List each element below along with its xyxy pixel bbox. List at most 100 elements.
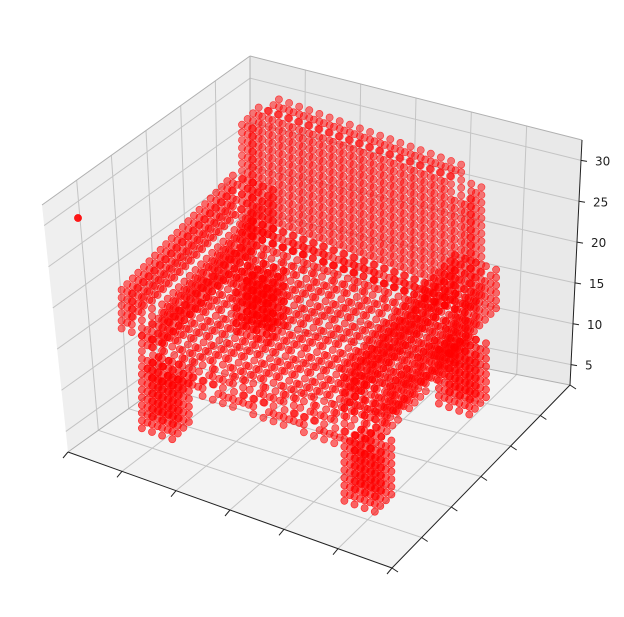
scatter-point	[252, 326, 261, 335]
x-axis-tick	[278, 529, 285, 536]
scatter-point	[220, 369, 229, 378]
scatter-point	[420, 240, 429, 248]
scatter-point	[168, 404, 177, 413]
scatter-point	[394, 338, 402, 347]
scatter-point	[188, 380, 197, 389]
scatter-point	[238, 136, 246, 144]
scatter-point	[378, 340, 387, 349]
scatter-point	[465, 410, 474, 419]
scatter-point	[403, 357, 411, 366]
scatter-point	[319, 234, 327, 243]
scatter-point	[279, 413, 288, 422]
scatter-point	[369, 275, 378, 284]
scatter-point	[319, 219, 327, 228]
scatter-point	[339, 203, 348, 212]
scatter-point	[450, 220, 459, 228]
scatter-point	[367, 352, 376, 360]
scatter-point	[148, 428, 156, 436]
scatter-point	[375, 146, 384, 155]
scatter-point	[359, 164, 368, 173]
scatter-point	[319, 172, 327, 181]
scatter-point	[360, 396, 369, 404]
y-axis-tick	[480, 476, 488, 481]
scatter-point	[272, 249, 281, 257]
scatter-point	[258, 128, 267, 136]
scatter-point	[430, 220, 439, 229]
scatter-point	[420, 216, 429, 225]
scatter-point	[319, 142, 327, 150]
scatter-point	[288, 231, 297, 240]
scatter-point	[323, 351, 331, 360]
scatter-point	[277, 258, 286, 267]
scatter-point	[172, 243, 181, 252]
scatter-point	[370, 469, 379, 477]
scatter-point	[203, 239, 212, 248]
scatter-point	[268, 208, 277, 217]
scatter-point	[219, 237, 228, 246]
scatter-point	[349, 253, 358, 262]
scatter-point	[342, 289, 351, 298]
scatter-point	[443, 302, 451, 310]
scatter-point	[304, 121, 313, 130]
scatter-point	[230, 226, 239, 234]
scatter-point	[127, 304, 136, 313]
scatter-point	[310, 416, 318, 425]
scatter-point	[482, 339, 490, 348]
scatter-point	[153, 291, 162, 299]
scatter-point	[288, 131, 297, 139]
scatter-point	[307, 269, 316, 278]
scatter-point	[308, 223, 317, 232]
scatter-point	[218, 360, 227, 369]
scatter-point	[243, 115, 252, 123]
scatter-point	[457, 176, 466, 184]
scatter-point	[250, 356, 259, 365]
scatter-point	[326, 376, 335, 385]
scatter-point	[417, 300, 426, 309]
scatter-point	[389, 221, 398, 230]
scatter-point	[400, 209, 408, 218]
scatter-point	[329, 207, 337, 216]
scatter-point	[268, 201, 277, 209]
scatter-point	[168, 419, 177, 428]
scatter-point	[137, 354, 146, 363]
scatter-point	[426, 319, 435, 328]
scatter-point	[240, 352, 248, 361]
scatter-point	[144, 272, 153, 281]
scatter-point	[123, 280, 132, 288]
scatter-point	[389, 244, 398, 253]
scatter-point	[249, 379, 258, 388]
scatter-point	[268, 193, 277, 202]
scatter-point	[280, 406, 289, 414]
scatter-point	[148, 296, 156, 305]
scatter-point	[316, 372, 325, 381]
scatter-point	[214, 228, 223, 236]
scatter-point	[455, 406, 464, 415]
scatter-point	[223, 285, 232, 294]
scatter-point	[214, 351, 223, 360]
scatter-point	[460, 223, 469, 232]
scatter-point	[288, 200, 297, 209]
scatter-point	[238, 120, 246, 129]
scatter-point	[299, 397, 308, 406]
z-axis-tick	[576, 241, 584, 244]
scatter-point	[344, 135, 353, 144]
scatter-point	[269, 294, 278, 303]
scatter-point	[183, 340, 192, 349]
scatter-point	[389, 182, 398, 191]
y-axis-tick	[391, 567, 399, 573]
scatter-point	[320, 397, 328, 405]
scatter-point	[289, 393, 298, 402]
scatter-point	[360, 380, 369, 389]
scatter-point	[206, 194, 215, 203]
scatter-point	[460, 246, 469, 255]
scatter-point	[299, 420, 308, 429]
scatter-point	[377, 309, 386, 318]
scatter-point	[279, 390, 288, 399]
scatter-point	[148, 304, 156, 313]
scatter-point	[410, 244, 418, 252]
scatter-point	[371, 423, 380, 432]
scatter-point	[289, 417, 298, 425]
scatter-point	[198, 392, 207, 400]
scatter-point	[445, 380, 453, 388]
scatter-point	[380, 395, 389, 404]
